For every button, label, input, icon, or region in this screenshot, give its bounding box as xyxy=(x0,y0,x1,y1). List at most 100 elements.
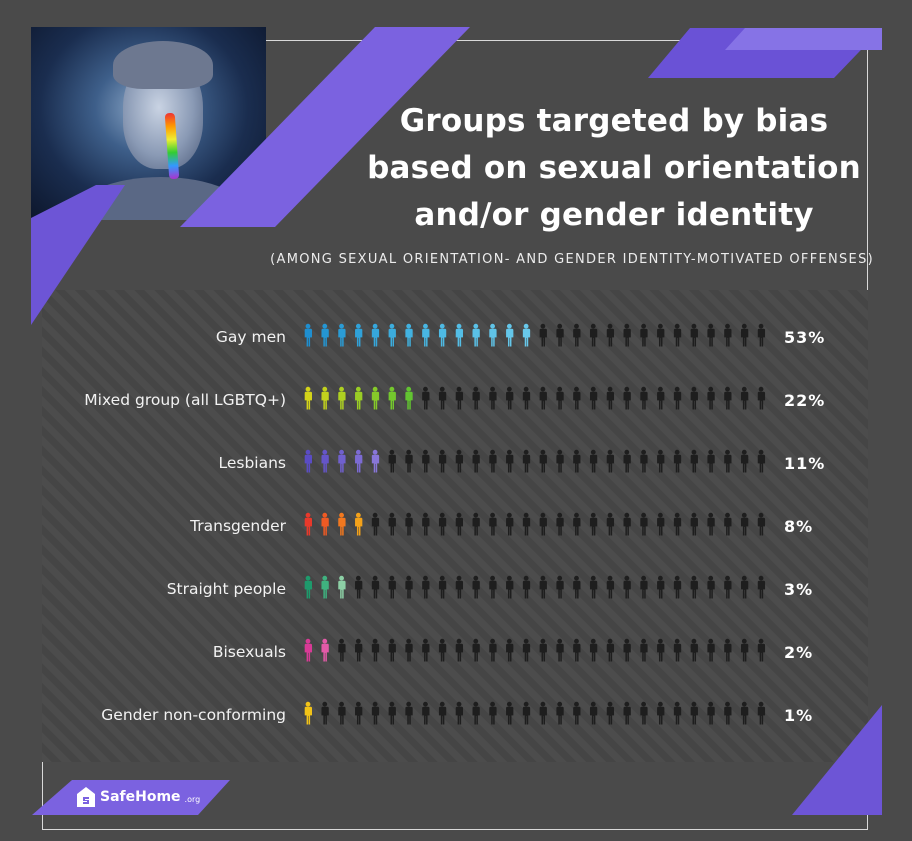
person-icon xyxy=(690,386,698,410)
person-icon xyxy=(573,449,581,473)
person-icon xyxy=(405,512,413,536)
person-icon xyxy=(724,386,732,410)
icon-row xyxy=(304,575,766,599)
person-icon-highlighted xyxy=(405,323,413,347)
person-icon-highlighted xyxy=(472,323,480,347)
icon-row xyxy=(304,701,766,725)
person-icon xyxy=(522,386,531,410)
person-icon xyxy=(506,701,514,725)
category-label: Transgender xyxy=(190,517,286,535)
person-icon xyxy=(757,575,766,599)
person-icon-highlighted xyxy=(304,386,312,410)
person-icon xyxy=(757,323,766,347)
person-icon xyxy=(455,638,464,662)
person-icon xyxy=(422,638,430,662)
person-icon xyxy=(506,512,514,536)
person-icon-highlighted xyxy=(338,575,346,599)
person-icon-highlighted xyxy=(304,323,312,347)
person-icon xyxy=(506,575,514,599)
person-icon xyxy=(556,575,564,599)
person-icon xyxy=(690,701,698,725)
person-icon-highlighted xyxy=(522,323,531,347)
person-icon xyxy=(707,575,715,599)
person-icon xyxy=(489,512,497,536)
person-icon xyxy=(640,323,648,347)
person-icon xyxy=(724,449,732,473)
category-label: Gender non-conforming xyxy=(101,706,286,724)
person-icon xyxy=(707,323,715,347)
person-icon xyxy=(522,701,531,725)
person-icon xyxy=(589,323,598,347)
purple-stripe-photo-right xyxy=(180,27,470,227)
person-icon xyxy=(438,638,447,662)
person-icon-highlighted xyxy=(321,512,329,536)
person-icon xyxy=(405,638,413,662)
person-icon xyxy=(757,449,766,473)
person-icon-highlighted xyxy=(355,449,363,473)
person-icon xyxy=(757,638,766,662)
person-icon xyxy=(740,701,749,725)
person-icon xyxy=(388,575,396,599)
person-icon xyxy=(489,701,497,725)
person-icon xyxy=(539,638,547,662)
person-icon xyxy=(673,323,682,347)
logo-brand-name: SafeHome xyxy=(100,789,181,805)
person-icon xyxy=(589,701,598,725)
person-icon xyxy=(707,449,715,473)
category-label: Straight people xyxy=(166,580,286,598)
safehome-logo: SafeHome .org xyxy=(76,782,200,812)
person-icon xyxy=(657,701,665,725)
person-icon xyxy=(472,512,480,536)
person-icon xyxy=(556,323,564,347)
person-icon xyxy=(422,512,430,536)
person-icon xyxy=(707,512,715,536)
person-icon xyxy=(606,575,615,599)
person-icon xyxy=(556,638,564,662)
person-icon xyxy=(455,575,464,599)
person-icon xyxy=(455,512,464,536)
person-icon xyxy=(422,386,430,410)
person-icon-highlighted xyxy=(455,323,464,347)
person-icon xyxy=(657,386,665,410)
person-icon xyxy=(355,701,363,725)
person-icon xyxy=(724,638,732,662)
person-icon xyxy=(455,701,464,725)
person-icon-highlighted xyxy=(304,512,312,536)
person-icon xyxy=(673,638,682,662)
person-icon xyxy=(740,449,749,473)
person-icon-highlighted xyxy=(438,323,447,347)
person-icon-highlighted xyxy=(489,323,497,347)
person-icon xyxy=(489,638,497,662)
person-icon xyxy=(690,323,698,347)
person-icon-highlighted xyxy=(338,449,346,473)
person-icon-highlighted xyxy=(321,449,329,473)
person-icon xyxy=(422,701,430,725)
person-icon xyxy=(472,449,480,473)
category-label: Bisexuals xyxy=(212,643,286,661)
person-icon xyxy=(539,386,547,410)
person-icon-highlighted xyxy=(304,575,312,599)
person-icon xyxy=(522,575,531,599)
person-icon-highlighted xyxy=(304,449,312,473)
person-icon xyxy=(623,449,631,473)
person-icon xyxy=(455,449,464,473)
person-icon-highlighted xyxy=(338,386,346,410)
icon-row xyxy=(304,386,766,410)
person-icon xyxy=(556,449,564,473)
person-icon xyxy=(657,638,665,662)
person-icon xyxy=(388,449,396,473)
person-icon xyxy=(573,386,581,410)
percent-label: 22% xyxy=(784,391,826,410)
person-icon xyxy=(556,701,564,725)
chart-subtitle: (AMONG SEXUAL ORIENTATION- AND GENDER ID… xyxy=(270,252,874,267)
person-icon xyxy=(405,701,413,725)
person-icon xyxy=(606,323,615,347)
person-icon xyxy=(623,638,631,662)
person-icon xyxy=(673,449,682,473)
person-icon-highlighted xyxy=(304,638,312,662)
person-icon xyxy=(388,701,396,725)
person-icon xyxy=(472,701,480,725)
person-icon xyxy=(640,449,648,473)
person-icon xyxy=(690,512,698,536)
